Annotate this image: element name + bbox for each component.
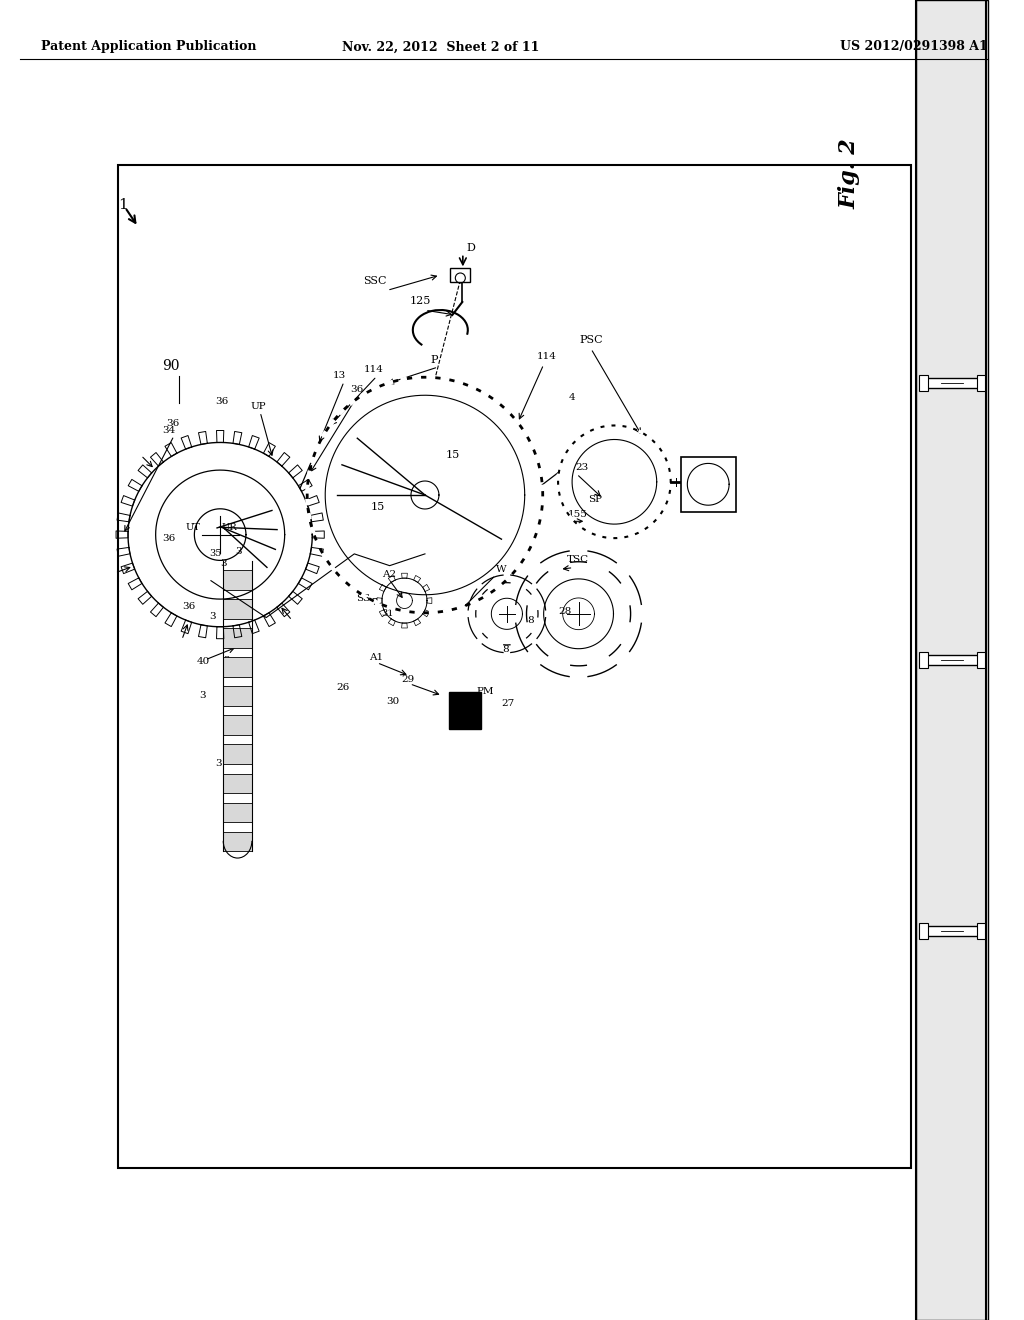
Bar xyxy=(681,457,735,512)
Bar xyxy=(223,628,252,648)
Text: 30: 30 xyxy=(386,697,399,706)
Bar xyxy=(223,774,252,793)
Text: 36: 36 xyxy=(350,385,364,395)
Text: 35: 35 xyxy=(209,549,222,557)
Text: 36: 36 xyxy=(215,397,228,407)
Text: PM: PM xyxy=(476,688,494,697)
Text: P: P xyxy=(430,355,437,366)
Text: 31: 31 xyxy=(381,610,393,619)
Text: 36: 36 xyxy=(182,602,196,611)
Text: 3: 3 xyxy=(210,612,216,620)
Text: 13: 13 xyxy=(333,371,346,380)
Text: 155: 155 xyxy=(567,511,587,520)
Bar xyxy=(223,599,252,619)
Text: 3: 3 xyxy=(220,560,226,568)
Text: Fig. 2: Fig. 2 xyxy=(839,139,861,210)
Text: 29: 29 xyxy=(401,676,415,685)
Text: A2: A2 xyxy=(382,570,396,579)
Bar xyxy=(223,715,252,735)
Text: Nov. 22, 2012  Sheet 2 of 11: Nov. 22, 2012 Sheet 2 of 11 xyxy=(342,41,539,53)
Text: SS: SS xyxy=(356,594,371,603)
Text: 4: 4 xyxy=(568,393,574,403)
Text: 15: 15 xyxy=(445,450,460,461)
Bar xyxy=(451,268,470,282)
Text: 1: 1 xyxy=(118,198,128,211)
Text: A1: A1 xyxy=(369,653,383,663)
Text: 3: 3 xyxy=(236,548,242,557)
Bar xyxy=(926,378,979,388)
Text: 114: 114 xyxy=(364,366,383,375)
Text: 26: 26 xyxy=(336,684,349,693)
Bar xyxy=(223,744,252,764)
Text: 8: 8 xyxy=(527,616,534,626)
Bar xyxy=(223,803,252,822)
Text: 36: 36 xyxy=(162,535,175,544)
Text: 90: 90 xyxy=(162,359,179,372)
Bar xyxy=(920,652,928,668)
Text: US 2012/0291398 A1: US 2012/0291398 A1 xyxy=(841,41,988,53)
Text: UP: UP xyxy=(251,403,266,412)
Bar xyxy=(916,0,988,1320)
Text: 114: 114 xyxy=(537,352,556,362)
Bar xyxy=(223,832,252,851)
Bar xyxy=(977,652,985,668)
Bar xyxy=(926,925,979,936)
Text: 15: 15 xyxy=(371,502,385,512)
Text: UR: UR xyxy=(221,523,238,532)
Text: 7: 7 xyxy=(372,598,378,607)
Bar xyxy=(977,375,985,391)
Text: 28: 28 xyxy=(558,607,571,616)
Bar xyxy=(977,923,985,939)
Bar xyxy=(223,657,252,677)
Text: t: t xyxy=(705,467,709,475)
Bar xyxy=(223,686,252,706)
Bar xyxy=(449,692,481,729)
Text: 34: 34 xyxy=(162,426,175,436)
Text: UT: UT xyxy=(185,523,200,532)
Bar xyxy=(920,375,928,391)
Text: 3: 3 xyxy=(200,692,206,700)
Text: D: D xyxy=(466,243,475,253)
Bar xyxy=(920,923,928,939)
Text: 40: 40 xyxy=(197,657,210,667)
Text: TSC: TSC xyxy=(567,556,590,565)
Text: SSC: SSC xyxy=(364,276,387,286)
Text: Patent Application Publication: Patent Application Publication xyxy=(41,41,256,53)
Text: 27: 27 xyxy=(502,700,515,709)
Text: 3: 3 xyxy=(215,759,221,768)
Text: 23: 23 xyxy=(575,463,589,473)
Text: PSC: PSC xyxy=(580,335,603,346)
Bar xyxy=(926,655,979,665)
Text: 36: 36 xyxy=(166,420,179,429)
Text: 125: 125 xyxy=(410,296,431,306)
Bar xyxy=(118,165,911,1168)
Bar xyxy=(223,570,252,590)
Text: SP: SP xyxy=(588,495,602,504)
Text: 3: 3 xyxy=(223,656,229,665)
Text: W: W xyxy=(496,565,506,574)
Text: 8: 8 xyxy=(502,645,508,655)
